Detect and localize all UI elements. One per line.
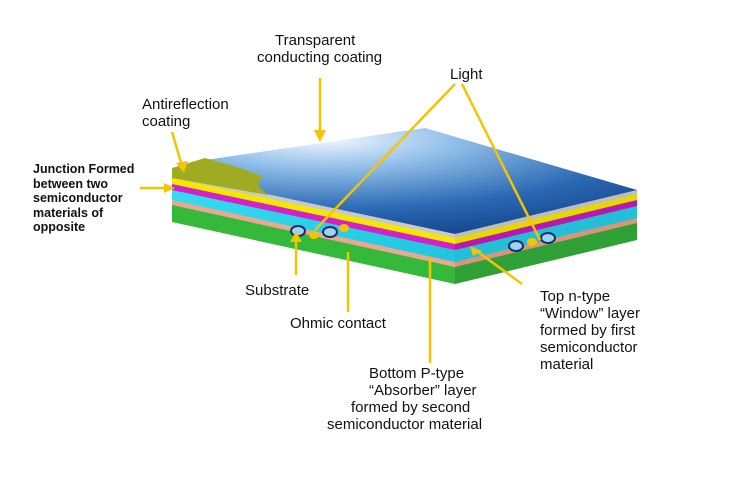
transparent-coating-surface (172, 128, 637, 234)
antireflection-label-line-2: coating (142, 113, 191, 130)
coating-edge-side (455, 190, 637, 238)
transparent-coating-label: Transparent conducting coating (257, 32, 382, 66)
substrate-layer-front (172, 204, 455, 284)
window-layer-side (455, 193, 637, 244)
ohmic-contact-label: Ohmic contact (290, 315, 386, 332)
top-n-type-label-line-3: formed by first (540, 322, 636, 339)
top-n-type-arrowhead (470, 246, 482, 256)
electron-hole-pair-right (508, 232, 556, 252)
substrate-label: Substrate (245, 282, 309, 299)
transparent-coating-arrowhead (314, 130, 326, 142)
light-leader-left (314, 83, 456, 231)
bottom-p-type-label-line-4: semiconductor material (327, 416, 483, 433)
junction-label-line-2: between two (33, 176, 109, 191)
bottom-p-type-label-line-1: Bottom P-type (369, 365, 465, 382)
antireflection-label-line-1: Antireflection (142, 96, 229, 113)
antireflection-arrowhead (176, 161, 188, 173)
bottom-p-type-label-line-2: “Absorber” layer (369, 382, 477, 399)
junction-layer-side (455, 199, 637, 250)
top-n-type-label: Top n-type “Window” layer formed by firs… (540, 288, 640, 373)
light-label: Light (450, 66, 483, 83)
substrate-arrowhead (290, 231, 302, 242)
top-n-type-leader (477, 250, 523, 286)
antireflection-label: Antireflection coating (142, 96, 229, 130)
ohmic-contact-label-text: Ohmic contact (290, 315, 386, 332)
top-n-type-label-line-1: Top n-type (540, 288, 611, 305)
light-leader-right (460, 83, 542, 241)
top-n-type-label-line-5: material (540, 356, 594, 373)
junction-label: Junction Formed between two semiconducto… (33, 162, 134, 235)
antireflection-coating-layer (172, 158, 268, 195)
junction-label-line-3: semiconductor (33, 191, 123, 205)
bottom-p-type-label: Bottom P-type “Absorber” layer formed by… (327, 365, 482, 433)
junction-layer-front (172, 183, 455, 250)
absorber-layer-front (172, 189, 455, 262)
window-layer-front (172, 177, 455, 244)
bottom-p-type-label-line-3: formed by second (351, 399, 471, 416)
junction-arrowhead (164, 183, 175, 193)
antireflection-leader (170, 131, 184, 167)
transparent-coating-label-line-2: conducting coating (257, 49, 383, 66)
transparent-coating-label-line-1: Transparent (275, 32, 356, 49)
junction-label-line-4: materials of (33, 205, 104, 220)
junction-label-line-5: opposite (33, 220, 86, 234)
electron-hole-pair-left (290, 224, 349, 239)
light-label-text: Light (450, 66, 483, 83)
junction-label-line-1: Junction Formed (33, 162, 135, 176)
top-n-type-label-line-2: “Window” layer (540, 305, 641, 322)
top-n-type-label-line-4: semiconductor (540, 339, 638, 356)
substrate-label-text: Substrate (245, 282, 310, 299)
